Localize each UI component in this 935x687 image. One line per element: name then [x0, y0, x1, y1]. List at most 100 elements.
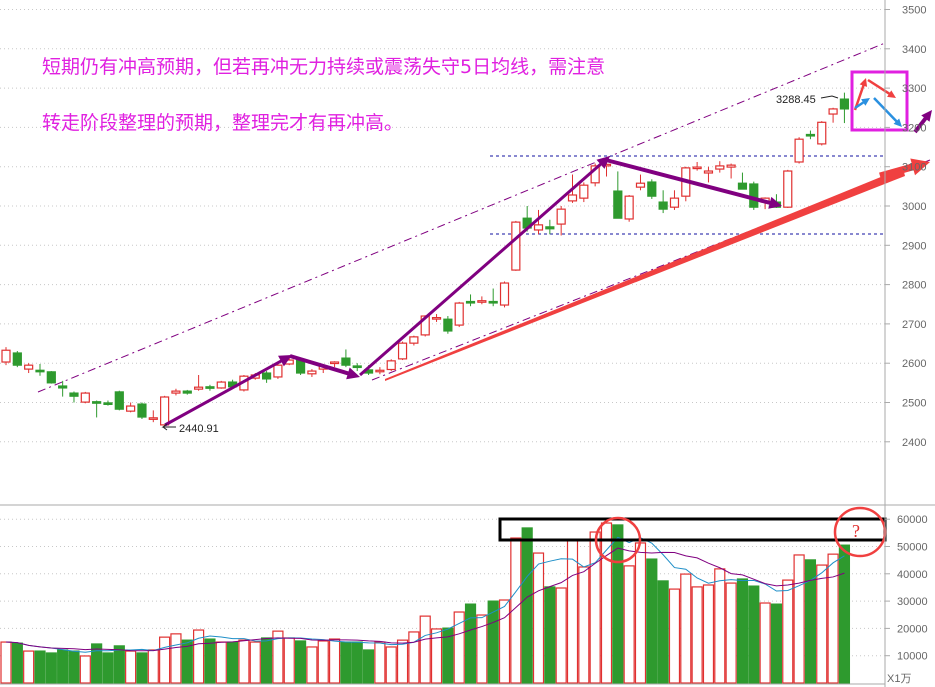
low-label-pointer: [161, 423, 176, 431]
candle-body: [92, 401, 102, 404]
candle-body: [737, 182, 748, 190]
candle-body: [341, 357, 351, 366]
candle-body: [114, 391, 124, 410]
volume-bar: [714, 568, 726, 684]
candle-body: [12, 352, 22, 366]
high-label-pointer: [820, 95, 839, 99]
volume-bar: [793, 554, 805, 684]
volume-bar: [623, 565, 635, 684]
volume-bar: [770, 603, 783, 684]
volume-bar: [68, 650, 80, 684]
candle-body: [817, 121, 827, 145]
volume-peak-circle: [594, 516, 642, 564]
candle-body: [137, 403, 147, 418]
candle-body: [397, 342, 408, 360]
volume-moving-averages: [5, 536, 845, 653]
candle-body: [216, 381, 226, 389]
price-tick-label: 2800: [902, 280, 926, 292]
volume-ma-line: [5, 547, 845, 652]
volume-tick-label: 20000: [897, 623, 928, 635]
volume-bar: [782, 579, 794, 684]
purple-arrow-2-head: [346, 367, 360, 380]
volume-bar: [260, 637, 273, 684]
volume-bar: [600, 522, 613, 684]
candle-body: [669, 197, 680, 208]
volume-bar: [646, 558, 658, 684]
purple-arrow-1-head: [278, 355, 292, 367]
candle-body: [715, 165, 725, 170]
volume-bar: [680, 573, 692, 684]
candle-body: [647, 181, 657, 197]
candle-body: [35, 369, 45, 373]
candle-body: [783, 170, 793, 208]
purple-arrow-3: [359, 160, 605, 377]
volume-bar: [748, 585, 760, 684]
candle-body: [828, 108, 838, 115]
upper-channel-line: [37, 42, 886, 393]
volume-bar: [668, 588, 681, 684]
price-tick-label: 3500: [902, 5, 926, 17]
volume-bar: [362, 649, 375, 684]
high-price-label: 3288.45: [776, 94, 816, 106]
volume-bar: [555, 587, 567, 684]
candle-body: [352, 365, 362, 369]
volume-bar: [193, 629, 205, 684]
candle-body: [69, 392, 79, 397]
candle-body: [567, 194, 578, 202]
volume-bar: [657, 580, 669, 684]
volume-ma-line: [5, 536, 845, 653]
price-tick-label: 3300: [902, 83, 926, 95]
red-forecast-arrow-up-head: [859, 78, 868, 87]
candle-body: [409, 336, 419, 344]
candle-body: [103, 402, 113, 405]
candle-body: [624, 195, 634, 220]
annotation-text-line-2: 转走阶段整理的预期，整理完才有再冲高。: [42, 112, 404, 134]
volume-bar: [91, 643, 103, 684]
candle-body: [194, 386, 204, 390]
candle-body: [499, 282, 510, 306]
question-mark: ?: [852, 521, 860, 541]
forecast-box: [850, 70, 909, 132]
grid-lines: [0, 9, 885, 657]
volume-bar: [702, 584, 715, 684]
volume-bar: [34, 650, 46, 684]
volume-tick-label: 10000: [897, 651, 928, 663]
volume-bar: [634, 542, 647, 684]
volume-bar: [351, 641, 363, 684]
candle-body: [171, 390, 181, 394]
volume-bar: [23, 650, 35, 684]
volume-bar: [827, 553, 839, 684]
price-tick-label: 2400: [902, 437, 926, 449]
price-tick-label: 2500: [902, 398, 926, 410]
volume-tick-label: 60000: [897, 514, 928, 526]
candle-body: [261, 372, 272, 380]
volume-bars: [0, 522, 851, 684]
volume-bar: [442, 627, 454, 684]
candle-body: [205, 386, 215, 389]
purple-arrow-1: [164, 357, 286, 427]
candle-body: [839, 98, 850, 110]
volume-bar: [181, 639, 193, 684]
candle-body: [794, 138, 804, 163]
volume-bar: [691, 586, 703, 684]
price-tick-label: 3000: [902, 201, 926, 213]
candle-body: [703, 170, 714, 174]
candle-body: [431, 317, 442, 320]
blue-forecast-arrow-up-head: [861, 98, 870, 106]
candle-body: [726, 164, 736, 168]
volume-bar: [136, 652, 148, 684]
candle-body: [307, 370, 317, 375]
price-tick-label: 3400: [902, 44, 926, 56]
volume-bar: [759, 602, 771, 684]
red-trend-arrow-head: [879, 161, 920, 180]
candle-body: [46, 371, 56, 384]
price-tick-label: 2900: [902, 240, 926, 252]
price-tick-label: 2700: [902, 319, 926, 331]
candlesticks: [1, 92, 850, 426]
candle-body: [805, 133, 816, 137]
volume-bar: [317, 640, 329, 684]
purple-arrow-4-head: [768, 196, 782, 209]
candle-body: [329, 361, 340, 365]
volume-tick-label: 50000: [897, 542, 928, 554]
volume-bar: [385, 646, 397, 684]
